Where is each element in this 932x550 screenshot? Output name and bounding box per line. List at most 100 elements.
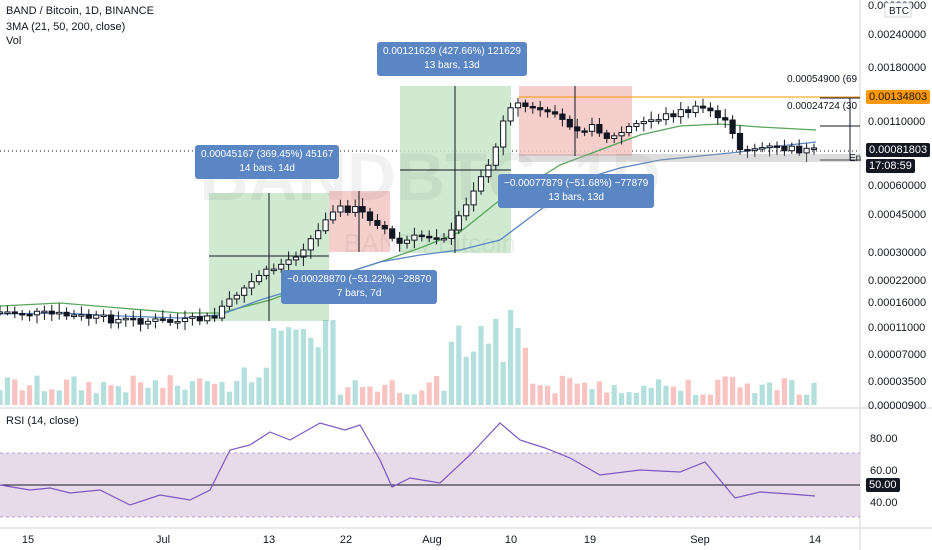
time-tick-label: 19 bbox=[584, 534, 596, 546]
volume-bar bbox=[471, 351, 477, 405]
volume-bar bbox=[552, 393, 558, 405]
volume-bar bbox=[767, 382, 773, 405]
rsi-pane bbox=[0, 422, 860, 518]
volume-bar bbox=[456, 325, 462, 405]
candle-body bbox=[566, 118, 573, 128]
projection-edge-label: En bbox=[849, 153, 862, 164]
volume-bar bbox=[115, 386, 121, 405]
price-tag-orange: 0.00134803 bbox=[866, 90, 931, 104]
volume-bar bbox=[167, 375, 173, 405]
candle-body bbox=[433, 237, 440, 240]
volume-bar bbox=[559, 375, 565, 405]
volume-bar bbox=[241, 367, 247, 405]
volume-bar bbox=[323, 320, 329, 405]
volume-bar bbox=[78, 390, 84, 405]
rsi-legend[interactable]: RSI (14, close) bbox=[6, 415, 79, 427]
candle-body bbox=[218, 305, 226, 319]
candle-body bbox=[248, 281, 255, 289]
candle-body bbox=[307, 238, 314, 251]
volume-bar bbox=[367, 386, 373, 405]
candle-body bbox=[366, 211, 374, 222]
candle-body bbox=[337, 205, 344, 213]
volume-bar bbox=[86, 381, 92, 405]
volume-bar bbox=[212, 383, 218, 405]
price-tick-label: 0.00016000 bbox=[868, 297, 926, 309]
drawings bbox=[209, 86, 860, 321]
volume-bar bbox=[374, 391, 380, 405]
volume-bar bbox=[781, 378, 787, 405]
measure-label-1-bars: 14 bars, 14d bbox=[239, 163, 295, 174]
countdown-tag: 17:08:59 bbox=[866, 159, 915, 173]
volume-bar bbox=[596, 381, 602, 405]
candle-body bbox=[322, 219, 329, 232]
volume-bars bbox=[0, 310, 817, 405]
volume-bar bbox=[804, 394, 810, 405]
measure-label-1: 0.00045167 (369.45%) 45167 14 bars, 14d bbox=[195, 145, 340, 179]
volume-bar bbox=[537, 385, 543, 405]
candle-body bbox=[500, 120, 507, 148]
candle-body bbox=[63, 311, 70, 317]
volume-bar bbox=[752, 393, 758, 405]
volume-legend[interactable]: Vol bbox=[6, 35, 22, 47]
volume-bar bbox=[249, 382, 255, 405]
candle-body bbox=[633, 123, 640, 127]
rsi-tick-label: 80.00 bbox=[870, 433, 898, 445]
price-tick-label: 0.00007000 bbox=[868, 349, 926, 361]
rsi-tick-label: 40.00 bbox=[870, 497, 898, 509]
volume-bar bbox=[197, 378, 203, 405]
volume-bar bbox=[619, 393, 625, 405]
candle-body bbox=[41, 310, 48, 314]
candle-body bbox=[263, 268, 270, 276]
volume-bar bbox=[508, 310, 514, 405]
ma-legend[interactable]: 3MA (21, 50, 200, close) bbox=[6, 21, 126, 33]
volume-bar bbox=[360, 387, 366, 405]
volume-bar bbox=[64, 379, 70, 405]
measure-label-4-bars: 13 bars, 13d bbox=[548, 192, 604, 203]
volume-bar bbox=[263, 367, 269, 405]
candle-body bbox=[100, 314, 107, 318]
candle-body bbox=[411, 234, 418, 241]
volume-bar bbox=[663, 385, 669, 405]
candle-body bbox=[751, 148, 758, 151]
candle-body bbox=[714, 110, 721, 119]
volume-bar bbox=[19, 390, 25, 405]
candle-body bbox=[470, 190, 477, 206]
price-tick-label: 0.00060000 bbox=[868, 180, 926, 192]
volume-bar bbox=[722, 376, 728, 405]
candle-body bbox=[514, 102, 522, 109]
volume-bar bbox=[108, 385, 114, 405]
volume-bar bbox=[633, 392, 639, 405]
volume-bar bbox=[145, 387, 151, 405]
candle-body bbox=[485, 164, 492, 178]
volume-bar bbox=[71, 376, 77, 405]
measure-label-3-value: 0.00121629 (427.66%) 121629 bbox=[383, 46, 521, 57]
volume-bar bbox=[93, 393, 99, 405]
measure-label-4-value: −0.00077879 (−51.68%) −77879 bbox=[504, 178, 649, 189]
rsi-line bbox=[0, 422, 816, 506]
candle-body bbox=[788, 145, 795, 152]
range-band bbox=[519, 154, 860, 162]
candle-body bbox=[611, 135, 618, 139]
volume-bar bbox=[811, 382, 817, 405]
volume-bar bbox=[582, 382, 588, 405]
candle-body bbox=[759, 147, 766, 150]
moving-averages bbox=[0, 123, 817, 319]
candle-body bbox=[78, 314, 85, 317]
volume-bar bbox=[434, 376, 440, 405]
candle-body bbox=[418, 234, 425, 238]
candle-body bbox=[4, 311, 11, 314]
candle-body bbox=[93, 314, 100, 319]
volume-bar bbox=[707, 394, 713, 405]
candle-body bbox=[107, 314, 115, 324]
candle-body bbox=[648, 119, 655, 123]
candle-body bbox=[381, 224, 388, 230]
candle-body bbox=[463, 204, 470, 217]
time-tick-label: Jul bbox=[156, 534, 170, 546]
volume-bar bbox=[12, 379, 18, 405]
candle-body bbox=[315, 230, 322, 240]
volume-bar bbox=[278, 330, 284, 405]
volume-bar bbox=[656, 379, 662, 405]
candle-body bbox=[85, 314, 92, 319]
